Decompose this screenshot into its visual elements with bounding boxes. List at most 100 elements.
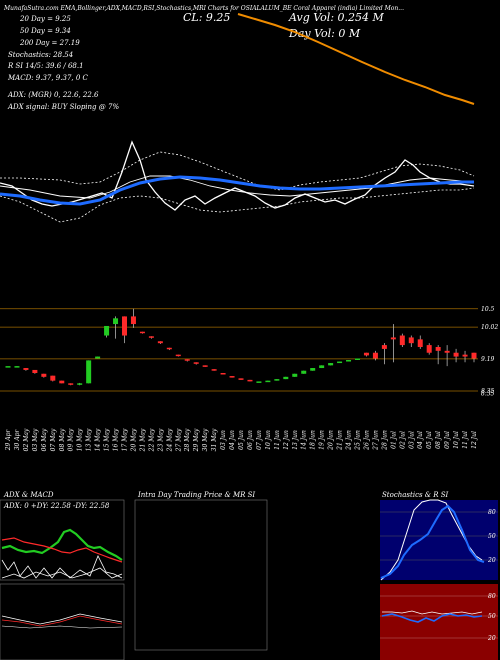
date-label: 29 Apr	[5, 429, 12, 452]
ma200-label: 200 Day = 27.19	[19, 39, 80, 47]
date-label: 27 May	[175, 428, 182, 452]
rsi-panel	[380, 584, 498, 660]
bollinger-lower-line	[0, 187, 475, 223]
stoch-blue-line	[380, 504, 485, 579]
date-label: 06 Jun	[247, 430, 254, 450]
candle	[23, 368, 29, 370]
candle	[193, 362, 199, 364]
candle	[220, 373, 226, 375]
candle	[104, 325, 110, 336]
candle	[346, 360, 352, 362]
date-label: 04 Jun	[229, 430, 236, 450]
date-label: 05 Jul	[426, 431, 433, 449]
date-label: 16 May	[113, 428, 120, 451]
date-label: 20 May	[130, 428, 137, 452]
intraday-panel	[134, 499, 268, 651]
date-label: 08 Jul	[435, 431, 442, 449]
candle	[462, 354, 468, 357]
rsi-blue-line	[381, 613, 483, 623]
candle	[355, 358, 360, 360]
rsi-level-20: 20	[487, 635, 496, 642]
candle	[372, 352, 378, 359]
candle	[5, 366, 11, 368]
candle	[113, 318, 119, 325]
date-label: 25 Jun	[355, 430, 362, 451]
date-label: 21 May	[139, 428, 146, 452]
stoch-level-50: 50	[488, 533, 496, 540]
candle	[166, 347, 172, 350]
candle	[292, 373, 298, 377]
candle	[139, 331, 145, 334]
candle	[77, 383, 83, 385]
candle	[202, 365, 208, 367]
candle	[157, 341, 163, 344]
level-label: 10.02	[481, 324, 498, 331]
date-label: 10 May	[77, 428, 84, 451]
ma50-label: 50 Day = 9.34	[20, 27, 71, 35]
rsi-level-50: 50	[488, 613, 496, 620]
stochastics-label: Stochastics: 28.54	[8, 51, 73, 59]
macd-line-3	[1, 625, 123, 629]
candle	[310, 368, 316, 371]
date-label: 29 May	[193, 428, 200, 452]
date-label: 12 Jun	[283, 430, 290, 450]
candle	[417, 339, 423, 347]
date-label: 19 Jun	[319, 430, 326, 450]
candle	[328, 363, 334, 366]
date-label: 14 Jun	[301, 430, 308, 450]
date-label: 26 Jun	[363, 430, 370, 451]
adx-signal-label: ADX signal: BUY Sloping @ 7%	[7, 103, 119, 111]
candle	[399, 335, 405, 346]
date-label: 01 Jul	[390, 431, 397, 449]
date-label: 30 May	[202, 428, 209, 451]
date-label: 28 Jun	[381, 430, 388, 451]
candle	[471, 352, 477, 359]
date-label: 28 May	[184, 428, 191, 452]
candle	[265, 380, 271, 383]
date-label: 22 May	[148, 428, 155, 452]
candle	[247, 379, 253, 382]
ema200-line	[237, 13, 475, 105]
date-label: 23 May	[157, 428, 164, 452]
candle	[50, 375, 56, 381]
candle	[319, 365, 325, 369]
date-label: 18 Jun	[310, 430, 317, 450]
date-label: 20 Jun	[328, 430, 335, 451]
date-label: 12 Jul	[471, 431, 478, 449]
date-label: 17 May	[122, 428, 129, 451]
ema20-line	[0, 175, 475, 199]
candle	[68, 383, 74, 385]
date-label: 02 Jul	[399, 431, 406, 449]
bollinger-upper-line	[0, 151, 475, 191]
price-line	[0, 140, 475, 211]
date-label: 09 May	[68, 428, 75, 451]
date-label: 24 Jun	[346, 430, 353, 451]
date-label: 03 Jul	[408, 431, 415, 449]
level-label: 8.35	[481, 388, 495, 395]
candle	[408, 337, 414, 344]
date-label: 02 May	[23, 428, 30, 451]
candle	[229, 376, 235, 378]
candle	[426, 345, 432, 353]
macd-label: MACD: 9.37, 9.37, 0 C	[7, 74, 89, 82]
level-label: 8.35	[481, 391, 495, 398]
intraday-title: Intra Day Trading Price & MR SI	[137, 491, 255, 499]
candle	[283, 376, 289, 380]
candle	[130, 316, 136, 325]
date-label: 07 Jun	[256, 430, 263, 450]
date-label: 05 Jun	[238, 430, 245, 450]
date-label: 04 Jul	[417, 431, 424, 449]
candle	[122, 316, 127, 336]
adx-values: ADX: 0 +DY: 22.58 -DY: 22.58	[3, 502, 110, 510]
candle	[274, 379, 280, 381]
candle	[238, 378, 244, 380]
date-label: 07 May	[50, 428, 57, 451]
adx-panel-title: ADX & MACD	[3, 491, 54, 499]
date-label: 21 Jun	[337, 430, 344, 451]
candle	[453, 352, 459, 357]
date-label: 31 May	[211, 428, 218, 451]
candle	[175, 354, 181, 357]
avg-vol-label: Avg Vol: 0.254 M	[288, 11, 385, 24]
close-label: CL: 9.25	[183, 11, 230, 24]
date-label: 15 May	[104, 428, 111, 451]
